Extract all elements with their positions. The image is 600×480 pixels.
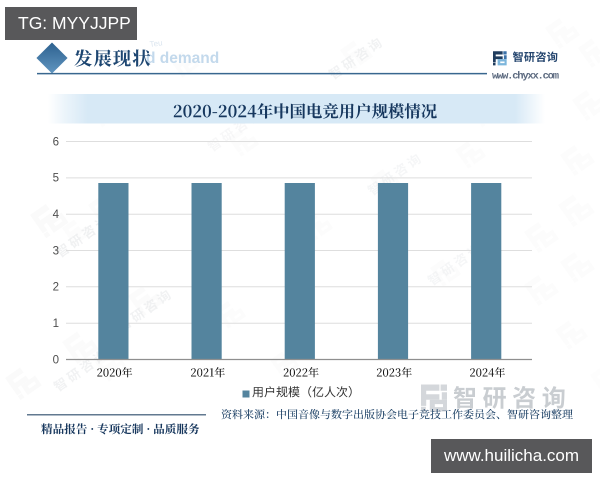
svg-text:6: 6 bbox=[53, 136, 59, 148]
svg-text:d demand: d demand bbox=[146, 50, 219, 67]
svg-text:2: 2 bbox=[53, 282, 59, 294]
svg-text:0: 0 bbox=[53, 354, 59, 366]
svg-text:1: 1 bbox=[53, 318, 59, 330]
svg-text:5: 5 bbox=[53, 173, 59, 185]
svg-text:3: 3 bbox=[53, 245, 59, 257]
svg-text:4: 4 bbox=[53, 209, 60, 221]
svg-text:www.chyxx.com: www.chyxx.com bbox=[492, 71, 559, 83]
svg-text:Teu: Teu bbox=[149, 38, 163, 49]
